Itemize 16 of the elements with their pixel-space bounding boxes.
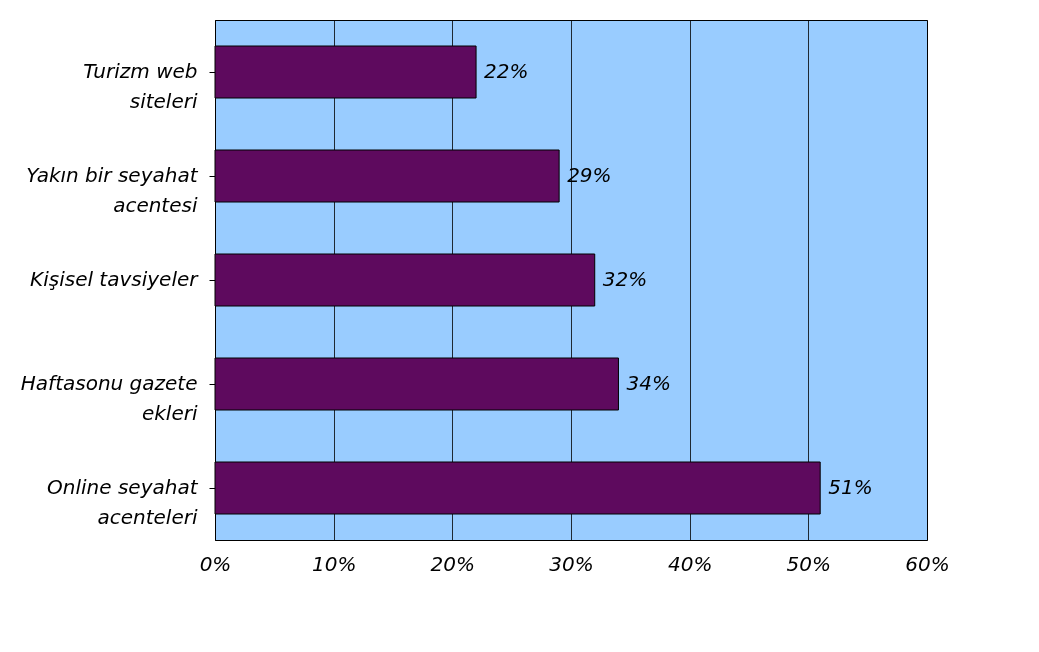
x-tick-label: 30% bbox=[549, 551, 594, 576]
y-tick-label: Online seyahat acenteleri bbox=[47, 475, 199, 529]
y-tick-label: Turizm web siteleri bbox=[83, 59, 198, 113]
data-label: 22% bbox=[484, 59, 529, 83]
x-tick-label: 40% bbox=[667, 551, 713, 576]
x-tick-label: 60% bbox=[905, 551, 950, 576]
y-tick-label: Haftasonu gazete ekleri bbox=[20, 371, 198, 425]
data-label: 32% bbox=[602, 267, 648, 291]
y-tick-label: Yakın bir seyahat acentesi bbox=[26, 163, 199, 217]
data-label: 51% bbox=[828, 475, 873, 499]
x-tick-label: 10% bbox=[311, 551, 357, 576]
y-tick-label: Kişisel tavsiyeler bbox=[30, 267, 200, 291]
x-tick-label: 20% bbox=[430, 551, 476, 576]
x-tick-label: 0% bbox=[199, 551, 232, 576]
data-label: 34% bbox=[626, 371, 671, 395]
x-tick-label: 50% bbox=[786, 551, 832, 576]
